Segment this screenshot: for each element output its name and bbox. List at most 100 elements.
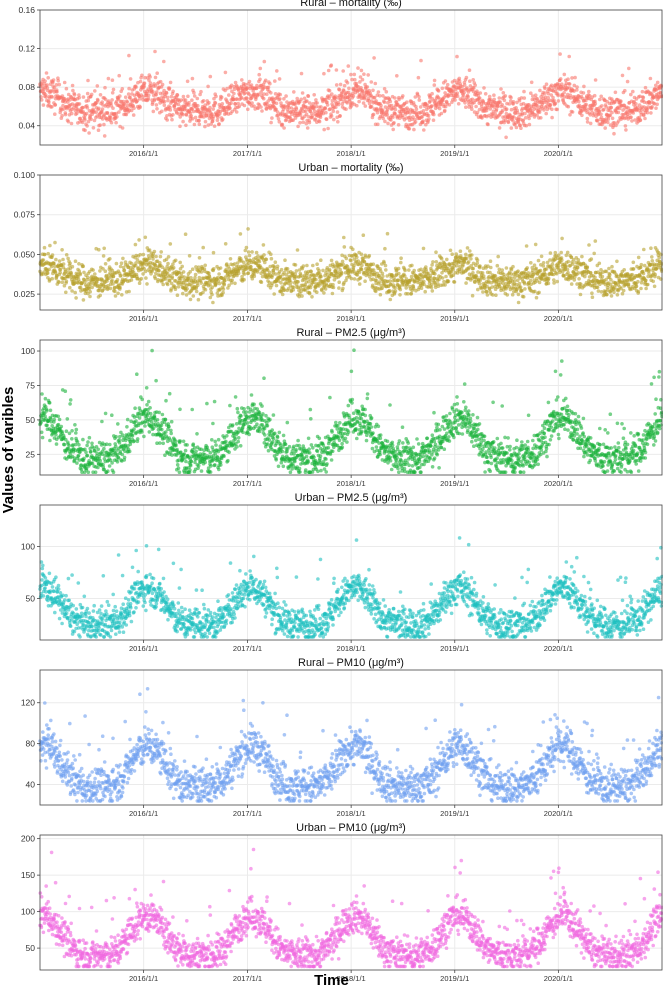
data-point (280, 122, 285, 127)
data-point (199, 270, 204, 274)
data-point (412, 127, 416, 132)
data-point (600, 104, 604, 108)
data-point (192, 122, 197, 127)
data-point (100, 110, 104, 115)
data-point (421, 119, 425, 123)
data-point (631, 111, 636, 115)
data-point (565, 267, 570, 272)
data-point (173, 258, 178, 263)
data-point (299, 110, 303, 114)
data-point (81, 95, 86, 99)
data-point (527, 122, 532, 127)
data-point (301, 264, 306, 268)
data-point (640, 89, 645, 94)
data-point (593, 275, 597, 280)
data-point (430, 91, 434, 96)
data-point (289, 280, 293, 285)
data-point (541, 261, 546, 265)
data-point (181, 119, 185, 124)
data-point (153, 49, 157, 54)
data-point (627, 66, 631, 71)
data-point (103, 85, 107, 90)
data-point (312, 109, 317, 113)
data-point (307, 101, 312, 105)
data-point (137, 416, 142, 420)
data-point (562, 72, 567, 77)
data-point (537, 290, 541, 295)
data-point (558, 77, 563, 81)
data-point (327, 88, 332, 93)
data-point (60, 248, 64, 252)
data-point (245, 86, 249, 90)
data-point (125, 425, 129, 429)
data-point (72, 93, 77, 97)
data-point (203, 263, 207, 268)
data-point (221, 117, 225, 122)
data-point (111, 87, 116, 92)
data-point (349, 72, 353, 77)
data-point (103, 97, 108, 102)
data-point (576, 271, 581, 275)
data-point (129, 108, 134, 113)
data-point (351, 94, 356, 98)
panel-title: Rural – PM2.5 (μg/m³) (296, 327, 405, 339)
data-point (201, 290, 205, 295)
data-point (585, 116, 590, 121)
data-point (478, 91, 483, 95)
data-point (192, 94, 197, 98)
data-point (443, 79, 448, 83)
data-point (150, 348, 154, 353)
data-point (59, 424, 64, 429)
data-point (386, 121, 390, 126)
data-point (419, 286, 424, 291)
data-point (516, 300, 521, 305)
data-point (471, 78, 476, 82)
data-point (307, 120, 312, 125)
data-point (85, 106, 90, 110)
data-point (98, 93, 103, 97)
data-point (612, 290, 616, 295)
data-point (510, 292, 515, 297)
data-point (83, 118, 87, 122)
data-point (522, 89, 526, 94)
data-point (492, 97, 497, 102)
data-point (249, 83, 254, 87)
data-point (407, 127, 412, 131)
data-point (168, 80, 173, 85)
data-point (167, 391, 172, 396)
data-point (109, 101, 113, 105)
data-point (159, 250, 163, 254)
data-point (102, 134, 107, 138)
data-point (160, 82, 165, 87)
data-point (577, 103, 582, 108)
data-point (296, 124, 300, 129)
data-point (433, 272, 437, 276)
data-point (220, 102, 225, 106)
data-point (446, 279, 451, 284)
data-point (329, 114, 334, 118)
data-point (89, 450, 93, 454)
data-point (167, 86, 172, 90)
data-point (631, 89, 635, 94)
data-point (376, 122, 380, 127)
data-point (84, 450, 88, 455)
data-point (315, 290, 319, 295)
data-point (546, 276, 551, 281)
data-point (399, 260, 403, 265)
data-point (132, 427, 136, 431)
data-point (630, 119, 634, 123)
data-point (414, 107, 419, 111)
data-point (455, 94, 460, 98)
data-point (131, 113, 136, 117)
data-point (212, 124, 217, 128)
data-point (127, 289, 131, 294)
data-point (155, 107, 159, 111)
data-point (423, 289, 428, 294)
data-point (625, 79, 630, 84)
data-point (57, 259, 62, 263)
data-point (114, 120, 118, 125)
data-point (108, 257, 112, 261)
data-point (168, 108, 173, 112)
data-point (181, 291, 185, 296)
data-point (336, 120, 340, 124)
